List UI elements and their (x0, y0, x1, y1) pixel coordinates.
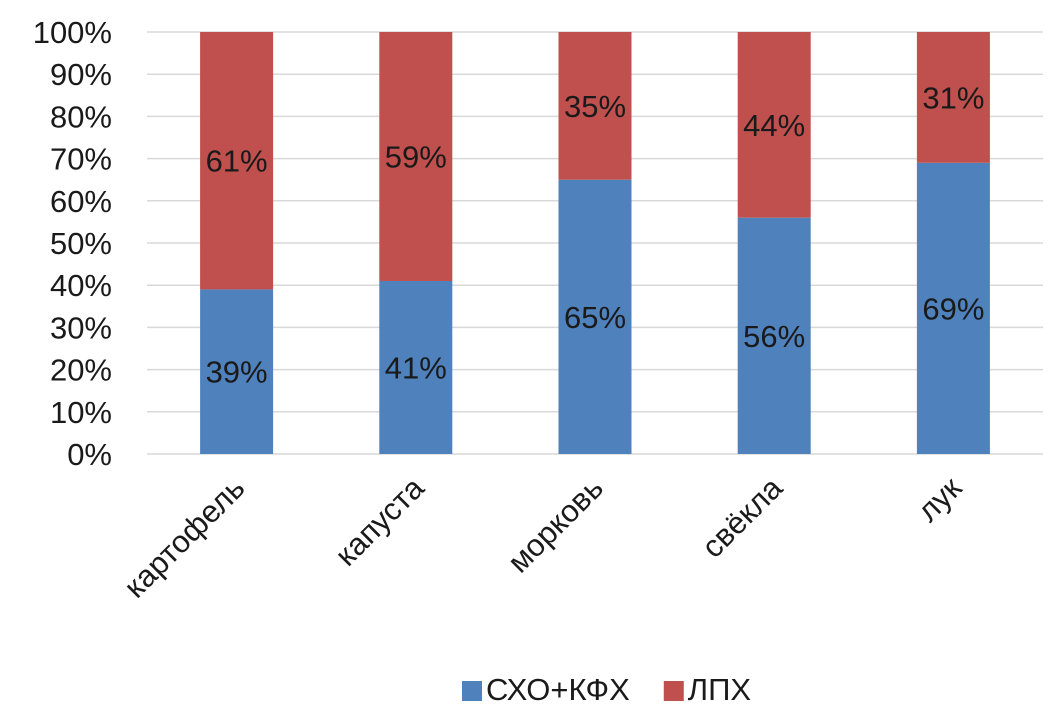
data-label: 69% (922, 291, 984, 326)
data-labels: 39% 61% 41% 59% 65% 35% 56% 44% 69% 31% (206, 80, 985, 389)
data-label: 31% (922, 80, 984, 115)
y-axis-ticks: 0% 10% 20% 30% 40% 50% 60% 70% 80% 90% 100% (33, 15, 112, 472)
y-tick-label: 90% (50, 57, 112, 92)
data-label: 44% (743, 108, 805, 143)
bar-segment (379, 32, 453, 281)
y-tick-label: 20% (50, 353, 112, 388)
bar-segment (737, 217, 811, 454)
data-label: 59% (385, 139, 447, 174)
y-tick-label: 60% (50, 184, 112, 219)
x-category-label: морковь (501, 470, 610, 579)
y-tick-label: 50% (50, 226, 112, 261)
legend-swatch (663, 681, 684, 701)
data-label: 39% (206, 355, 268, 390)
y-tick-label: 0% (67, 437, 112, 472)
data-label: 65% (564, 300, 626, 335)
x-category-label: картофель (117, 470, 251, 604)
data-label: 35% (564, 89, 626, 124)
y-tick-label: 80% (50, 99, 112, 134)
data-label: 56% (743, 319, 805, 354)
bar-segment (558, 179, 632, 454)
data-label: 41% (385, 350, 447, 385)
bars (200, 32, 990, 454)
y-tick-label: 100% (33, 15, 112, 50)
bar-segment (916, 162, 990, 454)
y-tick-label: 30% (50, 310, 112, 345)
bar-segment (379, 280, 453, 454)
y-tick-label: 10% (50, 395, 112, 430)
bar-segment (200, 32, 274, 290)
legend-label: ЛПХ (688, 672, 752, 707)
legend-swatch (462, 681, 482, 701)
bar-segment (737, 32, 811, 218)
y-tick-label: 70% (50, 142, 112, 177)
bar-segment (200, 289, 274, 454)
x-category-label: свёкла (695, 470, 790, 565)
x-category-label: лук (910, 470, 968, 528)
bar-segment (916, 32, 990, 163)
bar-segment (558, 32, 632, 180)
x-axis-category-labels: картофель капуста морковь свёкла лук (117, 470, 969, 605)
y-tick-label: 40% (50, 268, 112, 303)
legend-label: СХО+КФХ (486, 672, 630, 707)
data-label: 61% (206, 144, 268, 179)
x-category-label: капуста (328, 470, 431, 573)
legend: СХО+КФХ ЛПХ (462, 672, 751, 707)
